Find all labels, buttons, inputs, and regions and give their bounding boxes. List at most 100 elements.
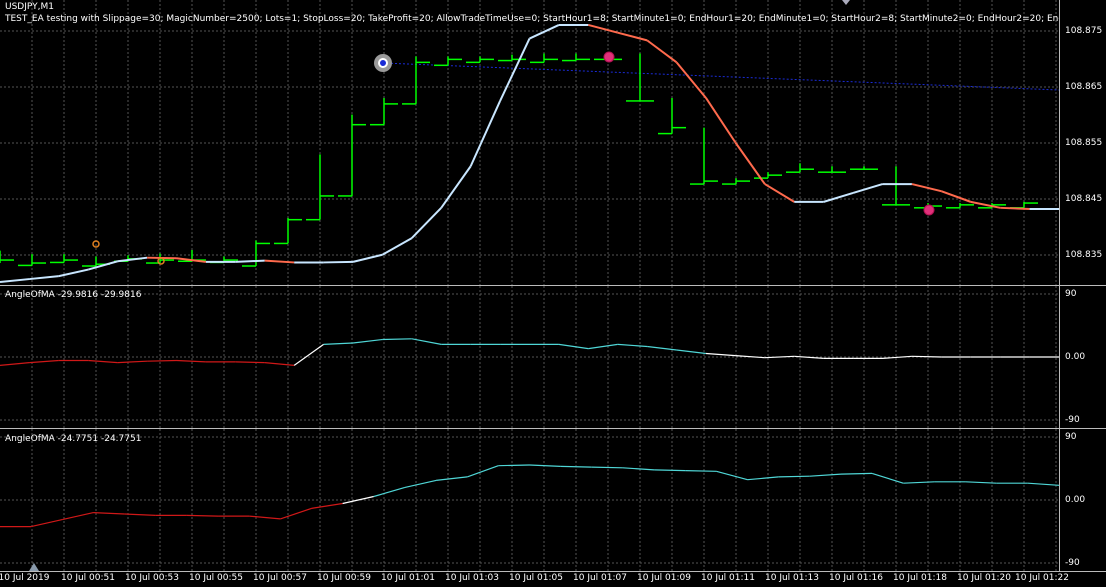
time-label: 10 Jul 01:11 xyxy=(701,573,755,583)
angle-line xyxy=(411,338,442,345)
angle-line xyxy=(747,476,779,481)
moving-average-line xyxy=(911,183,942,193)
fractal-marker-icon xyxy=(157,257,165,265)
pane-separator[interactable] xyxy=(0,428,1106,429)
moving-average-line xyxy=(235,259,265,263)
fractal-marker-icon xyxy=(92,240,100,248)
time-label: 10 Jul 01:03 xyxy=(445,573,499,583)
moving-average-line xyxy=(1000,206,1030,210)
angle-line xyxy=(965,481,997,484)
time-axis[interactable]: 10 Jul 2019 10 Jul 00:51 10 Jul 00:53 10… xyxy=(0,571,1106,587)
time-label: 10 Jul 01:18 xyxy=(893,573,947,583)
price-label: 108.875 xyxy=(1065,26,1103,36)
moving-average-line xyxy=(734,141,766,185)
angle-line xyxy=(764,355,795,359)
indicator2-scale[interactable]: 90 0.00 -90 xyxy=(1059,429,1106,571)
moving-average-line xyxy=(588,23,619,34)
angle-line xyxy=(186,514,219,517)
price-chart-pane[interactable]: USDJPY,M1 TEST_EA testing with Slippage=… xyxy=(0,0,1059,285)
moving-average-line xyxy=(529,24,560,40)
moving-average-line xyxy=(176,257,207,263)
indicator2-canvas xyxy=(0,429,1059,571)
angle-line xyxy=(778,475,810,478)
angle-line xyxy=(293,343,324,366)
angle-line xyxy=(342,495,374,505)
order-marker-icon xyxy=(603,51,615,63)
time-label: 10 Jul 00:55 xyxy=(189,573,243,583)
time-label: 10 Jul 01:13 xyxy=(765,573,819,583)
scroll-handle-icon[interactable] xyxy=(29,563,39,571)
time-label: 10 Jul 01:05 xyxy=(509,573,563,583)
angle-line xyxy=(498,464,530,467)
pane-separator xyxy=(0,571,1106,572)
angle-line xyxy=(622,467,655,471)
moving-average-line xyxy=(617,31,648,42)
moving-average-line xyxy=(852,183,883,194)
angle-line xyxy=(31,519,63,528)
angle-line xyxy=(124,513,156,516)
angle-line xyxy=(264,362,295,366)
price-scale[interactable]: 108.875 108.865 108.855 108.845 108.835 xyxy=(1059,0,1106,285)
price-label: 108.845 xyxy=(1065,194,1103,204)
angle-line xyxy=(280,507,312,520)
time-label: 10 Jul 00:59 xyxy=(317,573,371,583)
scale-separator xyxy=(1059,0,1060,571)
price-chart-canvas xyxy=(0,0,1059,285)
scale-label: 90 xyxy=(1065,289,1077,299)
scale-label: -90 xyxy=(1065,415,1080,425)
moving-average-line xyxy=(823,192,854,203)
angle-line xyxy=(871,472,904,484)
time-label: 10 Jul 01:20 xyxy=(957,573,1011,583)
indicator1-scale[interactable]: 90 0.00 -90 xyxy=(1059,286,1106,428)
moving-average-line xyxy=(764,183,795,203)
scale-label: 90 xyxy=(1065,432,1077,442)
angle-line xyxy=(235,361,265,364)
time-label: 10 Jul 01:16 xyxy=(829,573,883,583)
moving-average-line xyxy=(381,237,413,256)
indicator-pane-2[interactable]: AngleOfMA -24.7751 -24.7751 xyxy=(0,429,1059,571)
trend-line xyxy=(382,62,1059,91)
moving-average-line xyxy=(440,165,472,209)
angle-line xyxy=(323,342,354,345)
angle-line xyxy=(311,502,343,509)
angle-line xyxy=(29,359,59,364)
moving-average-line xyxy=(352,253,383,263)
moving-average-line xyxy=(970,200,1001,209)
time-label: 10 Jul 01:07 xyxy=(573,573,627,583)
angle-line xyxy=(373,486,406,498)
pane-separator[interactable] xyxy=(0,285,1106,286)
indicator-pane-1[interactable]: AngleOfMA -29.9816 -29.9816 xyxy=(0,286,1059,428)
moving-average-line xyxy=(323,260,354,264)
moving-average-line xyxy=(675,61,707,99)
moving-average-line xyxy=(940,190,972,203)
scroll-handle-shape xyxy=(29,563,39,571)
time-label: 10 Jul 2019 xyxy=(0,573,50,583)
angle-line xyxy=(809,473,842,477)
time-label: 10 Jul 00:51 xyxy=(61,573,115,583)
indicator1-title: AngleOfMA -29.9816 -29.9816 xyxy=(5,290,142,300)
angle-line xyxy=(591,466,623,469)
order-marker-icon xyxy=(923,204,935,216)
angle-line xyxy=(558,343,589,350)
angle-line xyxy=(382,338,412,341)
angle-line xyxy=(716,470,748,481)
angle-line xyxy=(0,362,30,366)
angle-line xyxy=(352,338,383,344)
angle-line xyxy=(705,352,736,357)
scale-label: 0.00 xyxy=(1065,495,1086,505)
time-label: 10 Jul 00:57 xyxy=(253,573,307,583)
moving-average-line xyxy=(499,38,531,102)
angle-line xyxy=(249,515,281,520)
time-label: 10 Jul 01:09 xyxy=(637,573,691,583)
ea-title: TEST_EA testing with Slippage=30; MagicN… xyxy=(5,14,1059,24)
moving-average-line xyxy=(29,275,59,281)
angle-line xyxy=(529,464,561,467)
moving-average-line xyxy=(58,268,89,278)
moving-average-line xyxy=(705,97,737,144)
angle-line xyxy=(93,512,125,515)
price-label: 108.835 xyxy=(1065,250,1103,260)
scale-label: -90 xyxy=(1065,558,1080,568)
moving-average-line xyxy=(0,278,30,284)
angle-line xyxy=(404,479,437,488)
angle-line xyxy=(654,469,686,472)
